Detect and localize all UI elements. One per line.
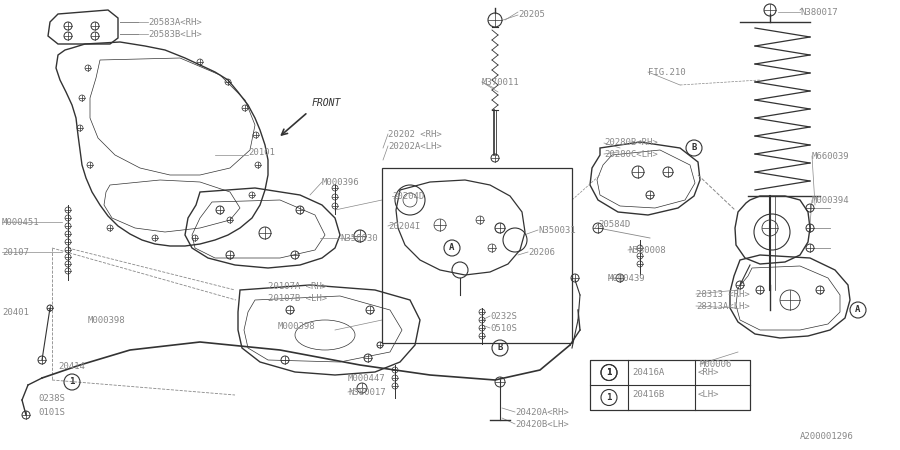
Text: M000394: M000394: [812, 196, 850, 205]
Text: M370011: M370011: [482, 78, 519, 87]
Text: 20583A<RH>: 20583A<RH>: [148, 18, 202, 27]
Text: M660039: M660039: [812, 152, 850, 161]
Text: M00006: M00006: [700, 360, 733, 369]
Bar: [590, 360, 750, 410]
Text: 20107A <RH>: 20107A <RH>: [268, 282, 327, 291]
Bar: [590, 360, 750, 410]
Text: B: B: [498, 343, 503, 352]
Text: 20206: 20206: [528, 248, 555, 257]
Text: M000447: M000447: [348, 374, 385, 383]
Text: 20204D: 20204D: [392, 192, 424, 201]
Text: M000398: M000398: [278, 322, 316, 331]
Text: 20420A<RH>: 20420A<RH>: [515, 408, 569, 417]
Text: N350031: N350031: [538, 226, 576, 235]
Text: 1: 1: [69, 378, 75, 387]
Text: 20416B: 20416B: [632, 390, 664, 399]
Text: 20280C<LH>: 20280C<LH>: [604, 150, 658, 159]
Text: A: A: [449, 243, 454, 252]
Text: 20205: 20205: [518, 10, 544, 19]
Text: N380008: N380008: [628, 246, 666, 255]
Text: 0101S: 0101S: [38, 408, 65, 417]
Text: 20401: 20401: [2, 308, 29, 317]
Text: FIG.210: FIG.210: [648, 68, 686, 77]
Text: N350030: N350030: [340, 234, 378, 243]
Text: 1: 1: [607, 368, 612, 377]
Text: 1: 1: [607, 368, 612, 377]
Text: 20202 <RH>: 20202 <RH>: [388, 130, 442, 139]
Text: <RH>: <RH>: [698, 368, 719, 377]
Text: 28313 <RH>: 28313 <RH>: [696, 290, 750, 299]
Text: B: B: [691, 144, 697, 153]
Text: 20204I: 20204I: [388, 222, 420, 231]
Text: 20101: 20101: [248, 148, 274, 157]
Text: 20583B<LH>: 20583B<LH>: [148, 30, 202, 39]
Text: M000451: M000451: [2, 218, 40, 227]
Text: 0510S: 0510S: [490, 324, 517, 333]
Text: 20107B <LH>: 20107B <LH>: [268, 294, 327, 303]
Text: 0238S: 0238S: [38, 394, 65, 403]
Text: N380017: N380017: [800, 8, 838, 17]
Text: 20414: 20414: [58, 362, 85, 371]
Text: FRONT: FRONT: [312, 98, 341, 108]
Text: A200001296: A200001296: [800, 432, 854, 441]
Text: 0232S: 0232S: [490, 312, 517, 321]
Text: M000439: M000439: [608, 274, 645, 283]
Text: 20416A: 20416A: [632, 368, 664, 377]
Text: 20420B<LH>: 20420B<LH>: [515, 420, 569, 429]
Text: 20280B<RH>: 20280B<RH>: [604, 138, 658, 147]
Text: 20107: 20107: [2, 248, 29, 257]
Text: M000396: M000396: [322, 178, 360, 187]
Text: A: A: [855, 306, 860, 315]
Text: <LH>: <LH>: [698, 390, 719, 399]
Text: 20584D: 20584D: [598, 220, 630, 229]
Text: M000398: M000398: [88, 316, 126, 325]
Bar: [382, 168, 572, 343]
Text: 20202A<LH>: 20202A<LH>: [388, 142, 442, 151]
Text: N380017: N380017: [348, 388, 385, 397]
Text: 1: 1: [607, 393, 612, 402]
Text: 28313A<LH>: 28313A<LH>: [696, 302, 750, 311]
